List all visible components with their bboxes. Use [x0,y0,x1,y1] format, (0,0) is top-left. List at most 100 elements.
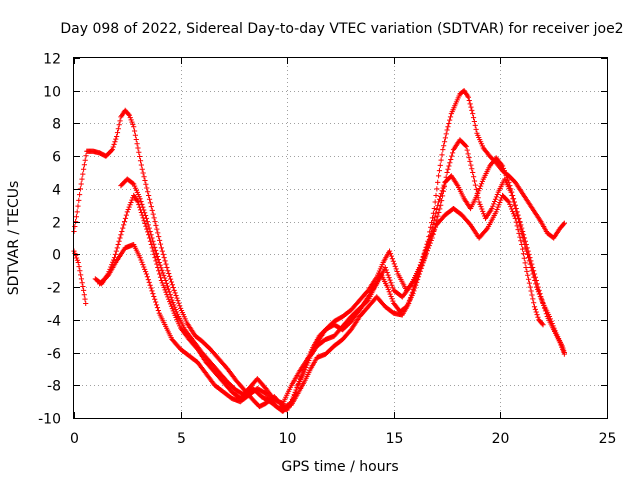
data-point [160,270,166,276]
y-tick-label: 0 [52,248,61,264]
data-point [388,293,394,300]
data-point [123,212,129,218]
data-point [164,283,171,289]
data-point [152,255,158,261]
data-point [170,308,176,314]
data-point [447,117,453,123]
data-point [160,282,166,288]
data-point [165,268,171,274]
data-point [143,271,150,277]
data-point [444,127,450,133]
data-point [501,168,507,174]
data-point [142,177,148,184]
data-point [438,157,444,163]
data-point [138,162,144,168]
data-point [435,199,442,205]
data-point [80,283,86,290]
data-point [479,206,485,212]
data-point [126,112,133,118]
data-point [128,117,134,123]
data-point [519,246,526,252]
data-point [113,248,119,254]
data-point [525,272,531,278]
data-point [531,304,538,310]
data-point [436,209,442,216]
data-point [108,147,115,154]
data-point [167,301,174,307]
data-point [389,256,395,262]
data-point [447,114,454,120]
data-point [505,198,511,204]
data-point [144,274,151,280]
data-point [516,215,522,221]
data-point [383,267,389,273]
data-point [558,342,564,348]
data-point [469,166,475,172]
data-point [111,141,117,147]
data-point [471,118,477,125]
data-point [513,205,519,212]
data-point [150,211,156,217]
data-point [520,251,527,257]
data-point [478,181,485,187]
data-point [422,254,428,260]
data-point [138,209,144,216]
data-point [143,181,149,187]
data-point [494,206,500,213]
data-point [154,305,161,311]
data-point [536,287,542,293]
data-point [156,268,162,274]
data-point [139,212,145,218]
data-point [388,280,394,286]
data-point [154,253,161,260]
data-point [163,261,169,267]
data-point [472,122,478,129]
data-point [80,166,87,172]
data-point [118,232,124,238]
data-point [386,289,392,295]
data-point [147,282,153,288]
data-point [149,288,155,294]
data-point [167,273,173,279]
data-point [434,186,440,192]
data-point [434,206,440,213]
data-point [497,199,503,206]
data-point [410,291,416,297]
data-point [421,257,427,263]
data-point [82,157,88,163]
data-point [560,221,567,227]
data-point [412,285,418,291]
data-point [420,260,426,266]
data-point [389,282,395,288]
data-point [526,280,532,286]
data-point [112,251,119,257]
data-point [474,192,480,199]
data-point [533,277,539,284]
data-point [168,279,175,285]
data-point [390,298,396,304]
data-point [470,114,477,121]
data-point [303,364,309,371]
data-point [477,201,483,207]
y-tick-label: 10 [43,85,61,101]
data-point [520,228,526,235]
data-point [436,167,443,174]
data-point [388,253,395,259]
data-point [109,147,115,153]
data-point [163,289,169,295]
data-point [429,225,435,231]
data-point [523,241,529,248]
data-point [121,219,128,225]
data-point [166,296,172,302]
data-point [418,265,424,271]
data-point [415,274,422,280]
data-point [462,142,468,149]
data-point [122,215,129,221]
data-point [441,139,448,145]
data-point [130,180,136,186]
data-point [537,291,543,297]
data-point [417,268,423,274]
data-point [115,241,121,248]
data-point [495,204,501,210]
data-point [78,272,84,278]
